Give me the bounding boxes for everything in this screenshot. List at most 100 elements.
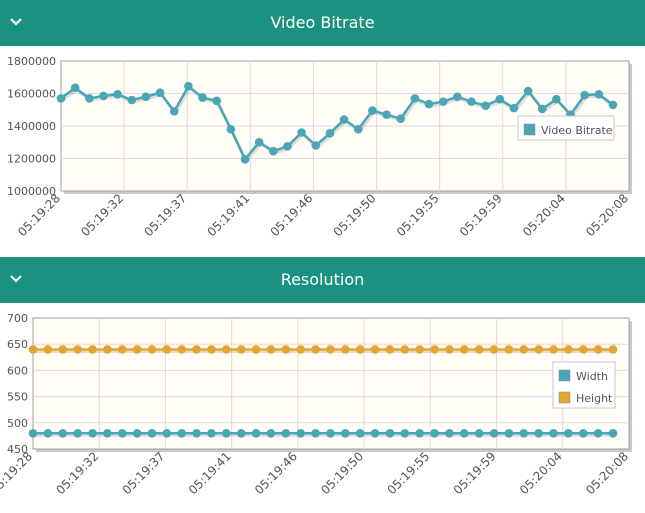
data-point xyxy=(192,428,201,438)
data-point xyxy=(534,345,543,354)
data-point xyxy=(266,345,276,354)
data-point xyxy=(162,428,172,438)
data-point xyxy=(113,90,122,99)
series-line-shadow xyxy=(61,85,616,165)
data-point xyxy=(141,92,151,102)
y-tick-label: 500 xyxy=(7,417,28,430)
data-point xyxy=(424,99,434,109)
data-point xyxy=(99,91,108,101)
data-point xyxy=(222,428,231,438)
data-point xyxy=(368,106,377,115)
data-point xyxy=(132,345,142,354)
y-tick-label: 700 xyxy=(7,312,28,325)
data-point xyxy=(339,115,349,124)
data-point xyxy=(296,428,305,438)
data-point xyxy=(236,345,246,354)
data-point xyxy=(212,96,221,106)
data-point xyxy=(578,345,588,354)
legend-label: Width xyxy=(576,370,608,383)
data-point xyxy=(564,345,573,354)
chevron-down-icon[interactable] xyxy=(8,14,24,30)
data-point xyxy=(509,103,519,113)
y-tick-label: 600 xyxy=(7,364,28,377)
data-point xyxy=(385,345,395,354)
data-point xyxy=(593,345,603,354)
data-point xyxy=(240,155,250,164)
data-point xyxy=(445,428,454,438)
data-point xyxy=(608,345,618,354)
data-point xyxy=(564,428,573,438)
x-tick-label: 05:19:46 xyxy=(268,191,316,239)
data-point xyxy=(415,345,424,354)
y-tick-label: 1000000 xyxy=(7,185,56,198)
data-point xyxy=(549,428,558,438)
legend: Width Height xyxy=(552,361,616,409)
legend: Video Bitrate xyxy=(517,115,615,141)
data-point xyxy=(519,345,529,354)
data-point xyxy=(430,428,439,438)
data-point xyxy=(296,345,305,354)
data-point xyxy=(117,345,127,354)
legend-label: Video Bitrate xyxy=(541,124,613,137)
data-point xyxy=(370,345,380,354)
data-point xyxy=(251,428,261,438)
data-point xyxy=(459,345,469,354)
data-point xyxy=(593,428,603,438)
x-tick-label: 05:19:50 xyxy=(331,191,379,239)
x-tick-label: 05:19:32 xyxy=(78,191,126,239)
y-tick-label: 1800000 xyxy=(7,55,56,68)
data-point xyxy=(594,90,604,99)
panel-title: Video Bitrate xyxy=(270,13,375,32)
data-point xyxy=(281,428,291,438)
data-point xyxy=(103,345,112,354)
data-point xyxy=(155,88,165,97)
x-tick-label: 05:20:08 xyxy=(583,449,631,497)
data-point xyxy=(132,428,142,438)
chevron-down-icon[interactable] xyxy=(8,271,24,287)
data-point xyxy=(236,428,246,438)
data-point xyxy=(438,97,448,106)
data-point xyxy=(552,94,561,104)
data-point xyxy=(192,345,201,354)
data-point xyxy=(504,428,514,438)
x-tick-label: 05:19:28 xyxy=(0,449,35,497)
legend-swatch xyxy=(558,369,571,382)
y-tick-label: 450 xyxy=(7,443,28,456)
data-point xyxy=(169,107,179,116)
video-bitrate-header: Video Bitrate xyxy=(0,0,645,46)
data-point xyxy=(326,428,335,438)
data-point xyxy=(103,428,112,438)
x-tick-label: 05:20:04 xyxy=(517,449,565,497)
data-point xyxy=(325,129,335,138)
legend-swatch xyxy=(523,123,536,136)
data-point xyxy=(43,345,53,354)
data-point xyxy=(162,345,172,354)
data-point xyxy=(467,97,476,106)
data-point xyxy=(43,428,53,438)
data-point xyxy=(489,345,499,354)
x-tick-label: 05:19:37 xyxy=(120,449,168,497)
data-point xyxy=(415,428,424,438)
data-point xyxy=(283,142,292,151)
video-bitrate-chart: 1000000 1200000 1400000 1600000 1800000 05:19… xyxy=(7,55,632,239)
data-point xyxy=(355,428,365,438)
x-tick-label: 05:19:59 xyxy=(451,449,499,497)
data-point xyxy=(410,94,420,103)
data-point xyxy=(198,93,207,102)
data-point xyxy=(537,104,547,114)
data-point xyxy=(207,428,216,438)
y-tick-label: 550 xyxy=(7,391,28,404)
x-tick-label: 05:19:41 xyxy=(186,449,234,497)
data-point xyxy=(311,428,320,438)
data-point xyxy=(28,345,38,354)
data-point xyxy=(226,124,236,134)
panel-title: Resolution xyxy=(280,270,365,289)
data-point xyxy=(207,345,216,354)
data-point xyxy=(549,345,558,354)
data-point xyxy=(147,345,157,354)
data-point xyxy=(608,428,618,438)
plot-area xyxy=(32,317,630,450)
y-tick-label: 1400000 xyxy=(7,120,56,133)
data-point xyxy=(341,345,350,354)
data-point xyxy=(147,428,157,438)
